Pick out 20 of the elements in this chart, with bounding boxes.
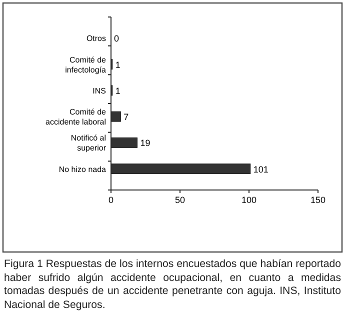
x-tick-label: 150 <box>310 195 326 205</box>
y-tick-label: Otros <box>86 34 106 44</box>
y-tick-label: No hizo nada <box>58 164 107 174</box>
bar <box>110 111 121 122</box>
data-label: 7 <box>124 112 129 122</box>
y-tick-label: Comité de accidente laboral <box>46 108 107 127</box>
data-label: 1 <box>115 86 120 96</box>
y-tick-label: INS <box>92 86 106 96</box>
y-tick-label: Notificó al superior <box>70 134 106 153</box>
x-tick-label: 50 <box>174 195 186 205</box>
text: Figura 1 Respuestas de los internos encuestados que habían reportado haber sufrido algún accidente ocupacional, en cuanto a medidas tomadas después de un accidente penetrante con aguja. INS, Instituto Nacional de Seguros. <box>4 258 341 312</box>
bar <box>110 137 138 148</box>
data-label: 101 <box>253 164 268 174</box>
bar <box>110 164 251 174</box>
x-tick-label: 0 <box>108 195 114 205</box>
data-label: 1 <box>115 60 120 70</box>
y-tick-label: Comité de infectología <box>65 55 107 74</box>
data-label: 0 <box>114 34 120 44</box>
data-label: 19 <box>140 138 150 148</box>
x-tick-label: 100 <box>241 195 257 205</box>
